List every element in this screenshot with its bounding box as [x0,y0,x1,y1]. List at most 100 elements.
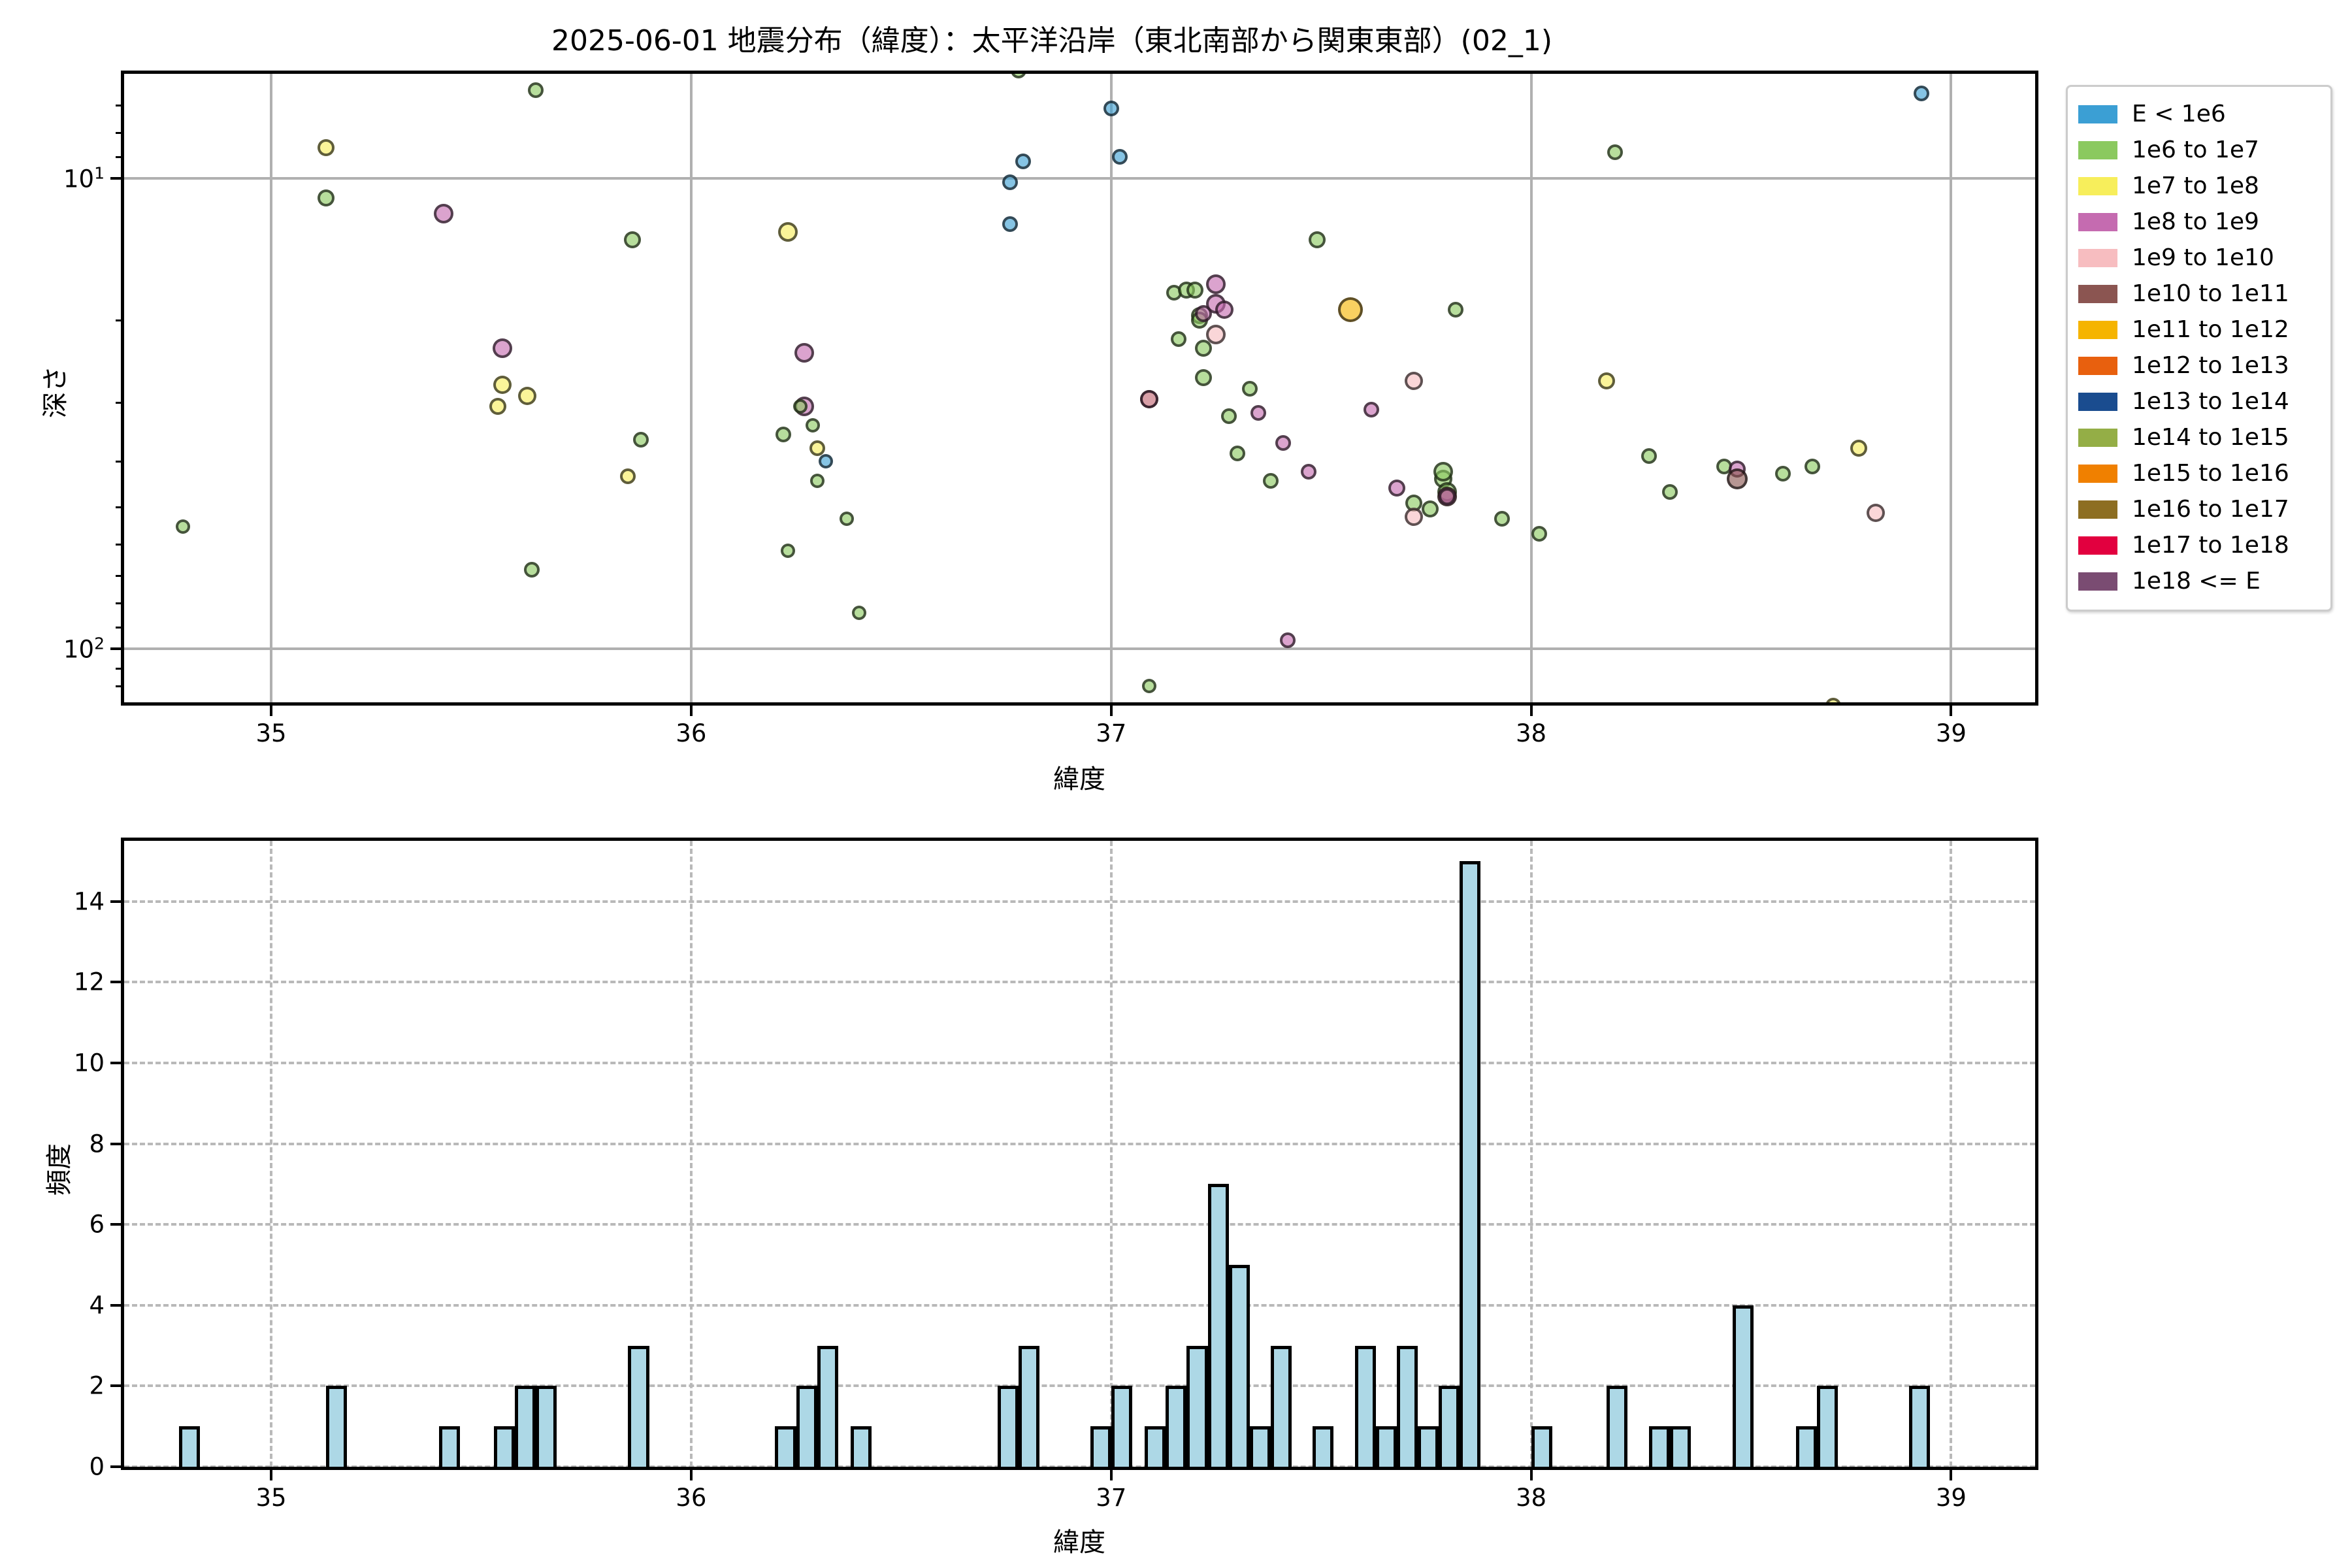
histogram-bar [1375,1426,1397,1467]
scatter-point [1439,488,1456,506]
legend-item[interactable]: 1e9 to 1e10 [2078,240,2320,276]
histogram-vertical-gridline [1950,841,1953,1467]
scatter-y-minor-tick [116,667,123,670]
histogram-bar [817,1345,838,1467]
legend-item[interactable]: 1e11 to 1e12 [2078,312,2320,348]
legend-color-swatch-icon [2078,392,2117,411]
histogram-plot-area [124,841,2035,1467]
scatter-point [1607,144,1624,160]
scatter-point [806,417,821,433]
legend-item[interactable]: 1e17 to 1e18 [2078,527,2320,563]
scatter-vertical-gridline [1529,74,1533,702]
legend-item[interactable]: 1e12 to 1e13 [2078,348,2320,384]
histogram-bar [1648,1426,1670,1467]
energy-class-legend: E < 1e6 1e6 to 1e7 1e7 to 1e8 1e8 to 1e9 1e9… [2066,85,2332,612]
scatter-point [1661,484,1678,500]
scatter-point [1195,340,1213,357]
scatter-x-tick-label: 35 [255,719,287,747]
scatter-y-minor-tick [116,131,123,134]
legend-item[interactable]: 1e6 to 1e7 [2078,132,2320,168]
legend-item-label: 1e10 to 1e11 [2132,280,2289,307]
scatter-y-minor-tick [116,626,123,629]
histogram-bar [1166,1386,1187,1467]
scatter-y-axis-label: 深さ [41,366,71,418]
histogram-bar [1733,1305,1754,1467]
scatter-horizontal-gridline [124,176,2035,180]
scatter-point [1195,368,1213,386]
scatter-point [1404,508,1423,527]
histogram-bar [1249,1426,1271,1467]
histogram-horizontal-gridline [124,1223,2035,1226]
histogram-axes [121,838,2038,1470]
scatter-point [1103,100,1119,116]
histogram-horizontal-gridline [124,1465,2035,1467]
histogram-bar [1795,1426,1817,1467]
histogram-x-tick [1950,1469,1953,1480]
histogram-bar [1207,1184,1229,1467]
legend-item-label: 1e14 to 1e15 [2132,424,2289,451]
histogram-bar [514,1386,536,1467]
scatter-x-tick-label: 39 [1935,719,1967,747]
scatter-point [433,204,453,224]
legend-item[interactable]: 1e13 to 1e14 [2078,384,2320,419]
scatter-y-minor-tick [116,402,123,404]
histogram-y-tick [110,1384,122,1388]
legend-item[interactable]: 1e18 <= E [2078,563,2320,599]
legend-item[interactable]: 1e14 to 1e15 [2078,419,2320,455]
scatter-x-tick [689,704,693,716]
histogram-y-tick [110,1142,122,1145]
histogram-x-tick-label: 39 [1935,1484,1967,1512]
legend-color-swatch-icon [2078,105,2117,123]
histogram-bar [1354,1345,1376,1467]
histogram-bar [1111,1386,1132,1467]
histogram-bar [1019,1345,1040,1467]
histogram-bar [1418,1426,1439,1467]
legend-item[interactable]: 1e8 to 1e9 [2078,204,2320,240]
scatter-plot-area [124,74,2035,702]
legend-color-swatch-icon [2078,140,2117,159]
legend-item-label: 1e13 to 1e14 [2132,388,2289,415]
histogram-y-axis-label: 頻度 [44,1143,74,1196]
scatter-point [1002,174,1019,190]
legend-item[interactable]: 1e15 to 1e16 [2078,455,2320,491]
legend-item-label: 1e15 to 1e16 [2132,460,2289,487]
legend-item[interactable]: 1e10 to 1e11 [2078,276,2320,312]
legend-item[interactable]: E < 1e6 [2078,96,2320,132]
scatter-point [839,512,854,527]
histogram-y-tick-label: 6 [89,1210,105,1239]
legend-color-swatch-icon [2078,428,2117,447]
legend-item[interactable]: 1e16 to 1e17 [2078,491,2320,527]
scatter-point [1220,408,1237,424]
histogram-y-tick-label: 2 [89,1371,105,1400]
scatter-point [1338,297,1364,322]
scatter-vertical-gridline [689,74,693,702]
histogram-x-tick-label: 37 [1096,1484,1127,1512]
legend-item-label: E < 1e6 [2132,101,2226,127]
histogram-bar [1271,1345,1292,1467]
scatter-point [176,519,190,534]
scatter-y-minor-tick [116,319,123,321]
scatter-point [1494,511,1510,527]
histogram-x-tick-label: 36 [676,1484,707,1512]
histogram-y-tick-label: 4 [89,1291,105,1320]
scatter-point [776,426,792,442]
histogram-y-tick [110,900,122,903]
scatter-point [1275,434,1292,451]
scatter-y-tick [110,176,122,180]
scatter-point [1241,380,1258,397]
histogram-vertical-gridline [1529,841,1533,1467]
scatter-point [1850,440,1867,457]
scatter-x-tick [1109,704,1113,716]
scatter-point [1433,461,1453,482]
scatter-vertical-gridline [1950,74,1953,702]
scatter-x-tick-label: 37 [1096,719,1127,747]
histogram-bar [1313,1426,1334,1467]
scatter-y-tick-label: 102 [63,634,105,664]
histogram-x-tick [270,1469,272,1480]
histogram-bar [1090,1426,1111,1467]
histogram-x-tick-label: 35 [255,1484,287,1512]
scatter-point [1825,697,1842,702]
histogram-bar [1186,1345,1208,1467]
histogram-bar [1228,1264,1250,1467]
legend-item[interactable]: 1e7 to 1e8 [2078,168,2320,204]
